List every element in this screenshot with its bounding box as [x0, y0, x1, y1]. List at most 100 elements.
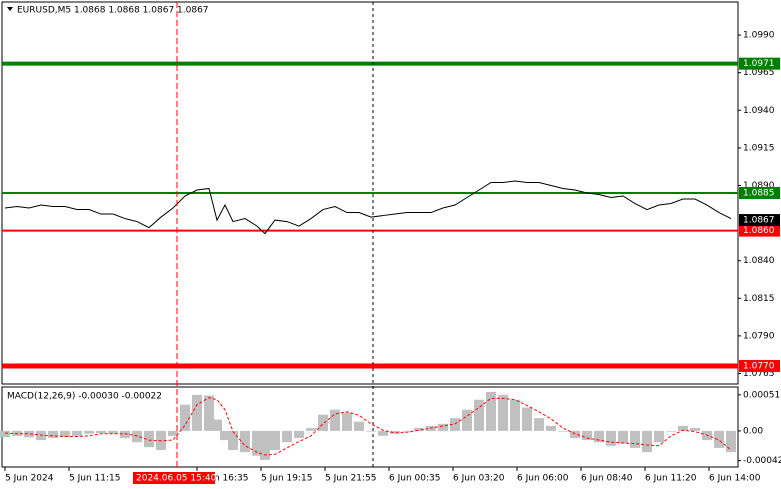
- macd-bar: [240, 430, 250, 453]
- x-tick-label: 6 Jun 11:20: [645, 474, 697, 484]
- macd-bar: [498, 394, 508, 431]
- x-tick-label: 6 Jun 14:00: [709, 474, 761, 484]
- y-tick-label: 0.00051: [743, 390, 780, 400]
- y-tick-label: 1.0815: [743, 294, 775, 304]
- macd-bar: [486, 391, 496, 431]
- level-label: 1.0860: [743, 226, 775, 236]
- macd-bar: [690, 428, 700, 431]
- macd-bar: [366, 430, 376, 432]
- macd-bar: [260, 430, 270, 460]
- y-tick-label: 1.0965: [743, 68, 775, 78]
- macd-bar: [60, 430, 70, 438]
- x-tick-label: 6 Jun 03:20: [453, 474, 505, 484]
- macd-bar: [0, 430, 10, 438]
- macd-bar: [282, 430, 292, 443]
- y-tick-label: 1.0840: [743, 256, 775, 266]
- crosshair-label-bg: [133, 472, 215, 484]
- macd-bar: [462, 409, 472, 431]
- macd-bar: [666, 430, 676, 432]
- menu-icon[interactable]: [7, 7, 13, 11]
- macd-bar: [180, 404, 190, 431]
- macd-bar: [510, 399, 520, 431]
- y-tick-label: 1.0915: [743, 143, 775, 153]
- macd-bar: [108, 430, 118, 434]
- macd-bar: [192, 394, 202, 431]
- macd-bar: [270, 430, 280, 451]
- x-tick-label: 5 Jun 16:35: [197, 474, 248, 484]
- macd-bar: [594, 430, 604, 443]
- macd-bar: [48, 430, 58, 438]
- level-label-bg: [739, 187, 780, 199]
- macd-bar: [450, 418, 460, 431]
- macd-bar: [120, 430, 130, 438]
- macd-bar: [144, 430, 154, 448]
- level-label-bg: [739, 57, 780, 70]
- macd-bar: [642, 430, 652, 453]
- macd-bar: [546, 425, 556, 431]
- macd-bar: [534, 418, 544, 431]
- macd-bar: [204, 395, 214, 431]
- x-tick-label: 5 Jun 21:55: [325, 474, 376, 484]
- macd-bar: [414, 428, 424, 431]
- macd-bar: [168, 430, 178, 436]
- macd-bar: [654, 430, 664, 443]
- y-tick-label: 1.0765: [743, 369, 775, 379]
- macd-bar: [570, 430, 580, 438]
- current-price: 1.0867: [743, 216, 775, 226]
- crosshair-label: 2024.06.05 15:40: [136, 474, 217, 484]
- macd-bar: [252, 430, 262, 456]
- macd-bar: [714, 430, 724, 448]
- macd-bar: [330, 409, 340, 431]
- level-label-bg: [739, 224, 780, 237]
- y-tick-label: 1.0790: [743, 331, 775, 341]
- macd-bar: [212, 419, 222, 431]
- macd-bar: [726, 430, 736, 453]
- macd-panel: [1, 386, 739, 468]
- x-tick-label: 6 Jun 00:35: [389, 474, 440, 484]
- macd-bar: [630, 430, 640, 448]
- level-label: 1.0971: [743, 59, 775, 69]
- y-tick-label: 1.0990: [743, 31, 775, 41]
- x-tick-label: 6 Jun 06:00: [517, 474, 569, 484]
- x-tick-label: 5 Jun 2024: [5, 474, 54, 484]
- macd-bar: [522, 407, 532, 431]
- macd-bar: [318, 414, 328, 431]
- macd-bar: [294, 430, 304, 438]
- macd-bar: [378, 430, 388, 436]
- y-tick-label: 1.0890: [743, 181, 775, 191]
- macd-bar: [474, 399, 484, 431]
- macd-bar: [678, 425, 688, 431]
- macd-bar: [582, 430, 592, 441]
- macd-bar: [220, 430, 230, 441]
- macd-bar: [390, 430, 400, 434]
- macd-bar: [72, 430, 82, 436]
- macd-bar: [228, 430, 238, 451]
- signal-line: [4, 397, 732, 456]
- x-tick-label: 5 Jun 19:15: [261, 474, 312, 484]
- macd-bar: [402, 430, 412, 432]
- macd-bar: [558, 430, 568, 432]
- y-tick-label: 0.00: [743, 426, 763, 436]
- level-label: 1.0770: [743, 361, 775, 371]
- macd-bar: [306, 428, 316, 431]
- chart-title: EURUSD,M5 1.0868 1.0868 1.0867 1.0867: [17, 6, 209, 16]
- price-line: [4, 180, 732, 235]
- y-tick-label: -0.00042: [743, 456, 781, 466]
- macd-bar: [96, 430, 106, 434]
- x-tick-label: 6 Jun 08:40: [581, 474, 633, 484]
- macd-bar: [618, 430, 628, 444]
- macd-bar: [438, 423, 448, 431]
- macd-title: MACD(12,26,9) -0.00030 -0.00022: [7, 392, 162, 402]
- level-label: 1.0885: [743, 189, 775, 199]
- macd-bar: [342, 412, 352, 431]
- macd-bar: [606, 430, 616, 446]
- macd-bar: [132, 430, 142, 443]
- macd-bar: [354, 421, 364, 431]
- y-tick-label: 1.0940: [743, 106, 775, 116]
- macd-bar: [84, 430, 94, 434]
- macd-bar: [24, 430, 34, 438]
- current-price-bg: [739, 214, 780, 227]
- level-label-bg: [739, 359, 780, 372]
- x-tick-label: 5 Jun 11:15: [69, 474, 120, 484]
